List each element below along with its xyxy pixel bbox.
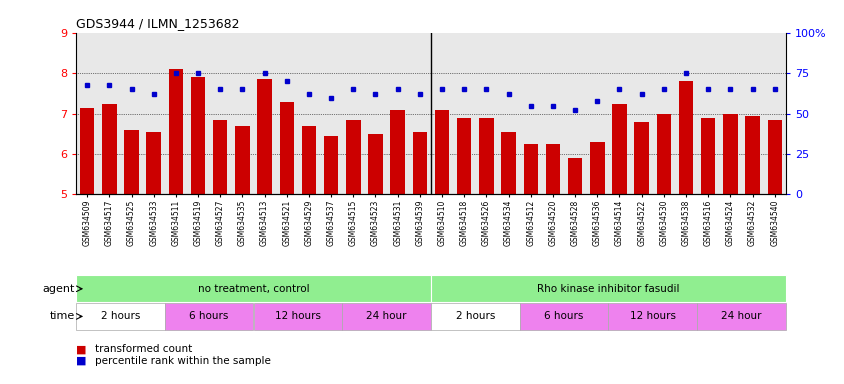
Text: 6 hours: 6 hours xyxy=(544,311,583,321)
Bar xyxy=(342,303,430,330)
Text: no treatment, control: no treatment, control xyxy=(197,284,309,294)
Bar xyxy=(766,120,781,194)
Bar xyxy=(567,158,582,194)
Bar xyxy=(678,81,692,194)
Bar xyxy=(213,120,227,194)
Bar xyxy=(722,114,737,194)
Text: percentile rank within the sample: percentile rank within the sample xyxy=(95,356,270,366)
Text: 24 hour: 24 hour xyxy=(366,311,406,321)
Bar xyxy=(430,303,519,330)
Text: GDS3944 / ILMN_1253682: GDS3944 / ILMN_1253682 xyxy=(76,17,239,30)
Text: 12 hours: 12 hours xyxy=(629,311,675,321)
Bar xyxy=(368,134,382,194)
Text: time: time xyxy=(50,311,75,321)
Bar xyxy=(169,70,183,194)
Bar xyxy=(523,144,538,194)
Bar xyxy=(519,303,608,330)
Bar xyxy=(301,126,316,194)
Bar xyxy=(76,275,430,302)
Bar xyxy=(457,118,471,194)
Bar xyxy=(589,142,603,194)
Text: 2 hours: 2 hours xyxy=(455,311,495,321)
Bar xyxy=(102,104,116,194)
Bar xyxy=(146,132,160,194)
Text: transformed count: transformed count xyxy=(95,344,192,354)
Bar xyxy=(390,110,404,194)
Bar xyxy=(323,136,338,194)
Bar xyxy=(346,120,360,194)
Text: 6 hours: 6 hours xyxy=(189,311,229,321)
Bar xyxy=(253,303,342,330)
Bar xyxy=(656,114,670,194)
Bar xyxy=(76,303,165,330)
Text: agent: agent xyxy=(43,284,75,294)
Bar xyxy=(435,110,449,194)
Bar xyxy=(191,78,205,194)
Bar xyxy=(701,118,715,194)
Bar xyxy=(430,275,785,302)
Bar xyxy=(279,101,294,194)
Bar xyxy=(612,104,626,194)
Bar xyxy=(257,79,272,194)
Bar xyxy=(634,122,648,194)
Text: 12 hours: 12 hours xyxy=(274,311,321,321)
Text: ■: ■ xyxy=(76,344,86,354)
Text: 24 hour: 24 hour xyxy=(721,311,760,321)
Text: 2 hours: 2 hours xyxy=(100,311,140,321)
Bar xyxy=(479,118,493,194)
Bar xyxy=(412,132,426,194)
Bar xyxy=(500,132,515,194)
Bar xyxy=(235,126,249,194)
Bar xyxy=(744,116,759,194)
Text: ■: ■ xyxy=(76,356,86,366)
Bar xyxy=(124,130,138,194)
Bar xyxy=(545,144,560,194)
Bar xyxy=(80,108,95,194)
Text: Rho kinase inhibitor fasudil: Rho kinase inhibitor fasudil xyxy=(537,284,679,294)
Bar xyxy=(608,303,696,330)
Bar xyxy=(165,303,253,330)
Bar xyxy=(696,303,785,330)
